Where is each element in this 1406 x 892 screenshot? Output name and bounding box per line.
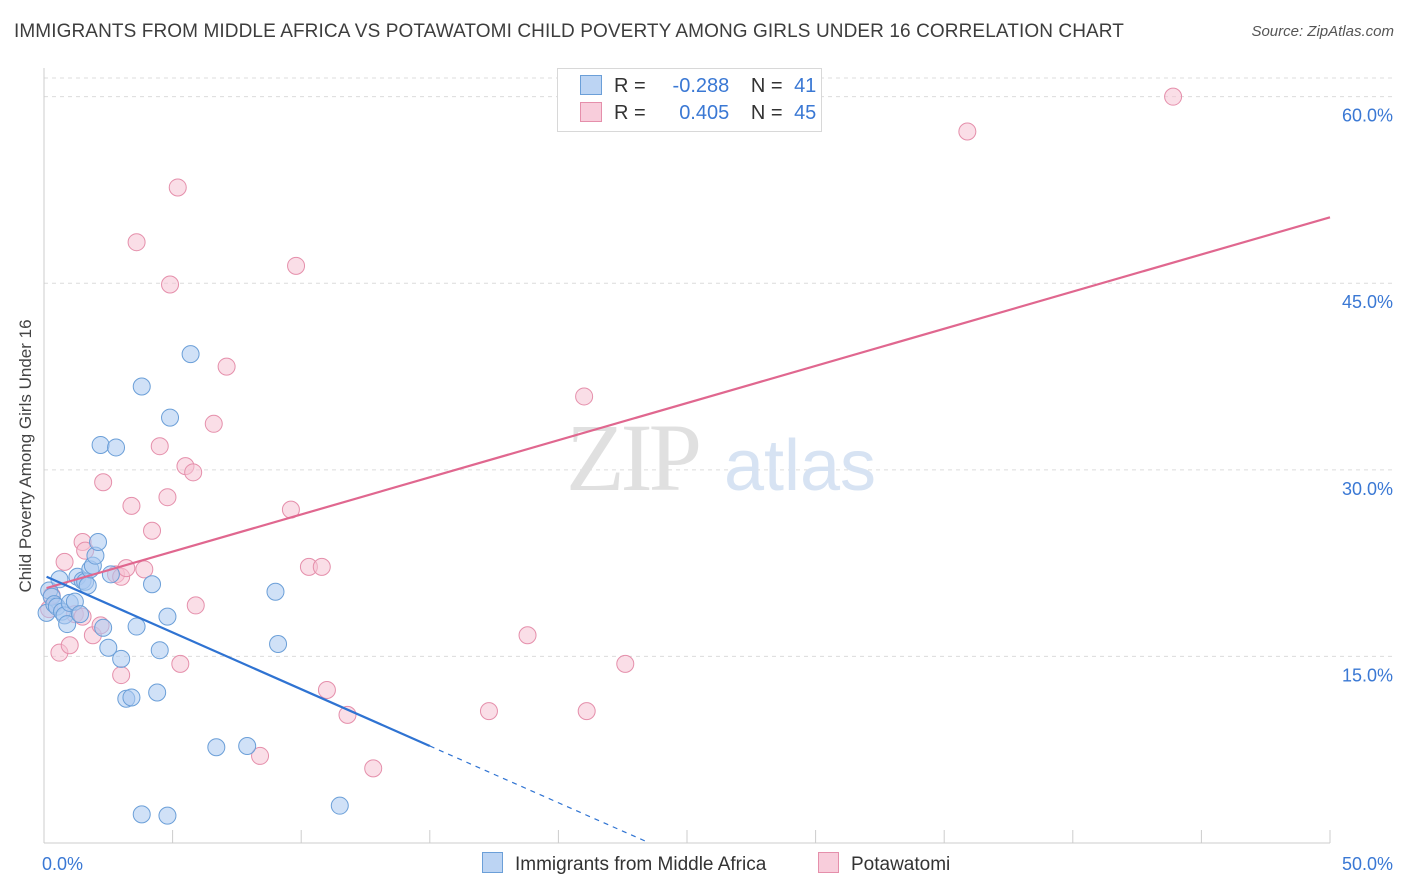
axes	[43, 68, 1331, 844]
potawatomi-point	[317, 681, 336, 699]
middle-africa-point	[112, 649, 131, 668]
watermark: ZIP atlas	[566, 404, 876, 511]
legend-r-value: 0.405	[679, 102, 730, 124]
legend-n-label: N =	[750, 102, 783, 124]
middle-africa-point	[150, 641, 169, 660]
middle-africa-point	[127, 617, 146, 636]
middle-africa-point	[266, 582, 285, 601]
legend-n-label: N =	[750, 75, 783, 97]
trend-lines	[46, 216, 1331, 844]
bottom-legend-swatch-middle-africa	[482, 852, 503, 873]
legend-r-label: R =	[614, 75, 646, 97]
legend-n-value: 45	[794, 102, 817, 124]
middle-africa-point	[330, 796, 349, 815]
y-tick-label: 60.0%	[1342, 106, 1393, 126]
bottom-legend-swatch-potawatomi	[818, 852, 839, 873]
middle-africa-point	[89, 532, 108, 551]
potawatomi-point	[135, 560, 154, 579]
y-axis-label: Child Poverty Among Girls Under 16	[16, 319, 35, 593]
potawatomi-point	[217, 357, 236, 376]
potawatomi-point	[55, 552, 74, 571]
potawatomi-point	[287, 256, 306, 275]
middle-africa-point	[99, 638, 118, 657]
bottom-legend-potawatomi: Potawatomi	[818, 852, 950, 876]
correlation-legend: R = -0.288 N = 41 R = 0.405 N = 45	[557, 68, 822, 132]
middle-africa-point	[207, 738, 226, 757]
middle-africa-point	[132, 377, 151, 396]
potawatomi-point	[1164, 87, 1183, 106]
potawatomi-point	[127, 233, 146, 252]
middle-africa-point	[161, 408, 180, 427]
potawatomi-point	[158, 488, 177, 507]
bottom-legend-label-middle-africa: Immigrants from Middle Africa	[515, 854, 767, 875]
potawatomi-point	[112, 666, 131, 685]
potawatomi-point	[575, 387, 594, 406]
y-tick-label: 45.0%	[1342, 292, 1393, 312]
middle-africa-trend-extension	[429, 745, 649, 844]
middle-africa-point	[269, 634, 288, 653]
potawatomi-point	[312, 557, 331, 576]
middle-africa-point	[107, 438, 126, 457]
legend-row-middle-africa: R = -0.288 N = 41	[580, 75, 816, 99]
potawatomi-point	[616, 654, 635, 673]
potawatomi-point	[479, 702, 498, 721]
grid-lines	[44, 77, 1394, 657]
middle-africa-point	[158, 607, 177, 626]
potawatomi-trend-line	[46, 216, 1331, 590]
potawatomi-point	[958, 122, 977, 141]
legend-n-value: 41	[794, 75, 817, 97]
tick-labels: 15.0% 30.0% 45.0% 60.0% 0.0% 50.0%	[42, 106, 1393, 874]
potawatomi-point	[518, 626, 537, 645]
middle-africa-point	[132, 805, 151, 824]
potawatomi-point	[122, 496, 141, 515]
middle-africa-trend-line	[46, 575, 431, 747]
potawatomi-point	[60, 636, 79, 655]
y-tick-label: 15.0%	[1342, 665, 1393, 685]
potawatomi-point	[161, 275, 180, 294]
legend-r-label: R =	[614, 102, 646, 124]
middle-africa-point	[158, 806, 177, 825]
potawatomi-point	[204, 414, 223, 433]
potawatomi-point	[150, 437, 169, 456]
potawatomi-point	[364, 759, 383, 778]
source-label: Source: ZipAtlas.com	[1251, 23, 1394, 40]
x-tick-label: 0.0%	[42, 854, 83, 874]
potawatomi-point	[577, 702, 596, 721]
potawatomi-point	[251, 746, 270, 765]
bottom-legend-label-potawatomi: Potawatomi	[851, 854, 951, 875]
potawatomi-point	[143, 521, 162, 540]
potawatomi-point	[184, 463, 203, 482]
watermark-zip: ZIP	[566, 404, 699, 511]
middle-africa-point	[143, 575, 162, 594]
bottom-legend-middle-africa: Immigrants from Middle Africa	[482, 852, 766, 876]
legend-swatch-middle-africa	[580, 75, 602, 95]
middle-africa-point	[91, 435, 110, 454]
potawatomi-point	[171, 654, 190, 673]
legend-r-value: -0.288	[672, 75, 730, 97]
potawatomi-point	[186, 596, 205, 615]
y-tick-label: 30.0%	[1342, 479, 1393, 499]
middle-africa-point	[148, 683, 167, 702]
middle-africa-point	[58, 615, 77, 634]
potawatomi-point	[94, 473, 113, 492]
middle-africa-point	[181, 345, 200, 364]
middle-africa-point	[94, 618, 113, 637]
potawatomi-point	[168, 178, 187, 197]
chart-title: IMMIGRANTS FROM MIDDLE AFRICA VS POTAWAT…	[14, 21, 1124, 42]
x-tick-label: 50.0%	[1342, 854, 1393, 874]
watermark-atlas: atlas	[724, 426, 876, 506]
series-middle-africa-points	[37, 345, 349, 825]
legend-row-potawatomi: R = 0.405 N = 45	[580, 102, 816, 126]
middle-africa-point	[238, 736, 257, 755]
middle-africa-point	[122, 688, 141, 707]
legend-swatch-potawatomi	[580, 102, 602, 122]
middle-africa-point	[71, 605, 90, 624]
